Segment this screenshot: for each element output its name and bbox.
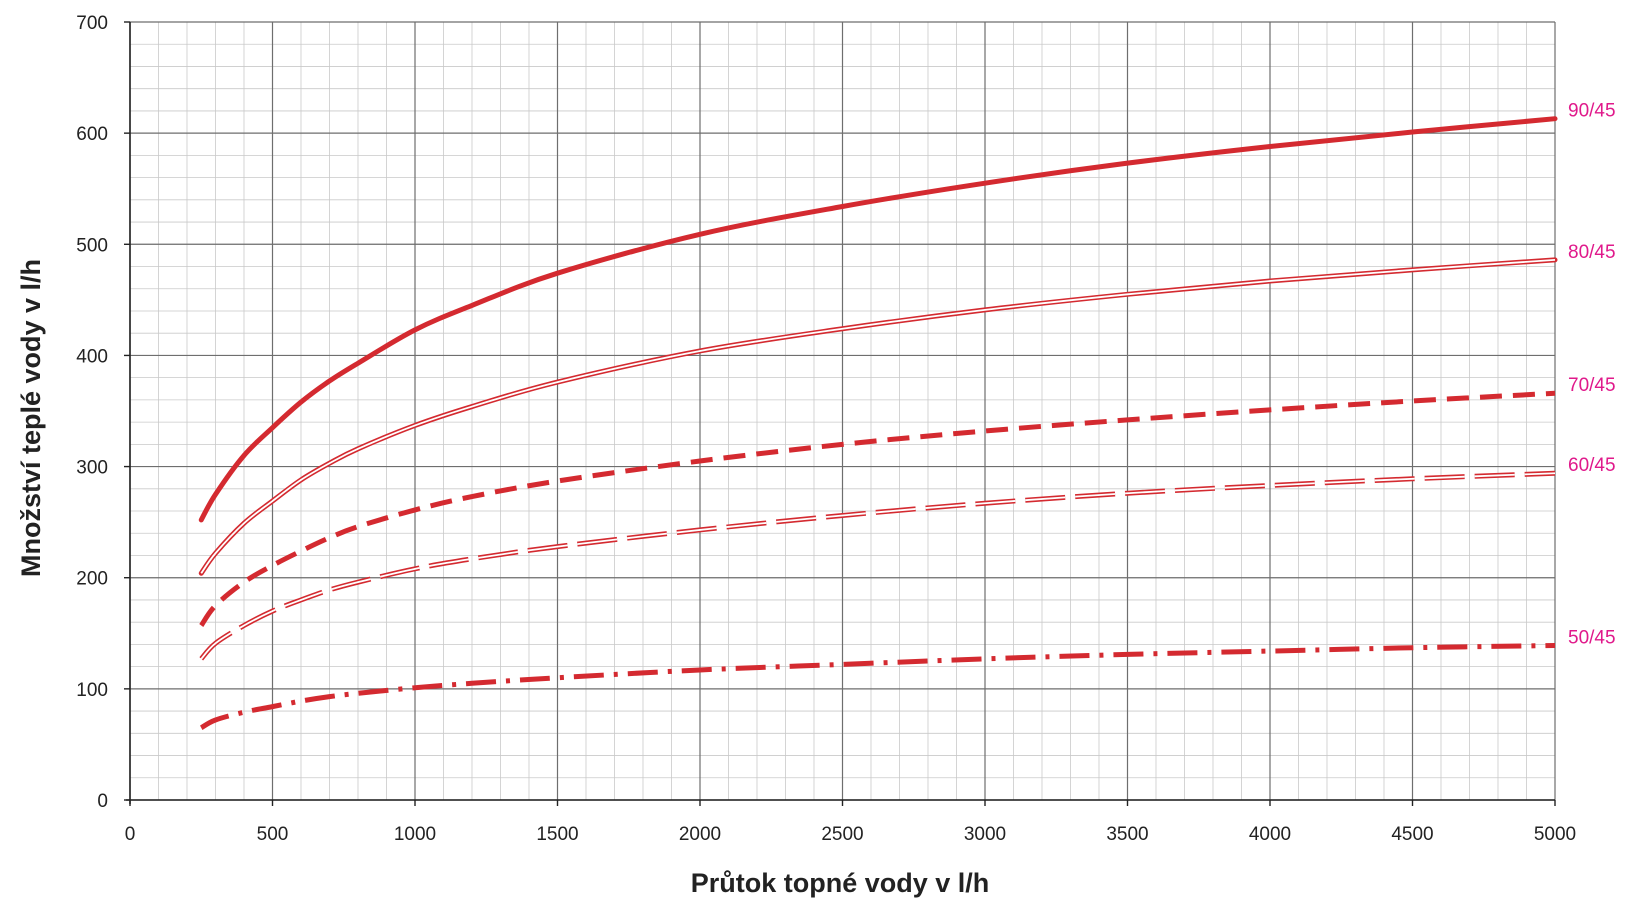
series-2-group bbox=[198, 257, 1558, 576]
x-axis-ticks: 0 500 1000 1500 2000 2500 3000 3500 4000 4500 5000 bbox=[125, 800, 1576, 845]
y-tick-label: 200 bbox=[76, 569, 108, 590]
series-line-inner bbox=[200, 258, 1556, 574]
y-tick-label: 100 bbox=[76, 680, 108, 701]
series-layer bbox=[198, 116, 1558, 730]
series-3-group bbox=[199, 390, 1556, 627]
y-tick-label: 700 bbox=[76, 13, 108, 34]
series-line-inner bbox=[200, 472, 1556, 660]
y-axis-ticks: 0 100 200 300 400 500 600 700 bbox=[76, 13, 130, 812]
x-tick-label: 3500 bbox=[1106, 824, 1148, 845]
y-axis-title: Množství teplé vody v l/h bbox=[16, 259, 46, 577]
x-tick-label: 1000 bbox=[394, 824, 436, 845]
series-label: 70/45 bbox=[1568, 375, 1616, 396]
x-tick-label: 4000 bbox=[1249, 824, 1291, 845]
series-line bbox=[198, 116, 1558, 523]
x-tick-label: 2500 bbox=[821, 824, 863, 845]
x-tick-label: 0 bbox=[125, 824, 136, 845]
x-tick-label: 4500 bbox=[1391, 824, 1433, 845]
series-line bbox=[198, 257, 1558, 576]
series-line bbox=[199, 390, 1556, 627]
x-tick-label: 5000 bbox=[1534, 824, 1576, 845]
y-tick-label: 0 bbox=[97, 791, 108, 812]
x-tick-label: 1500 bbox=[536, 824, 578, 845]
x-tick-label: 2000 bbox=[679, 824, 721, 845]
series-label: 50/45 bbox=[1568, 628, 1616, 649]
x-axis-title: Průtok topné vody v l/h bbox=[691, 868, 990, 898]
y-tick-label: 300 bbox=[76, 458, 108, 479]
series-1-group bbox=[198, 116, 1558, 523]
series-5-group bbox=[199, 643, 1556, 730]
series-label: 60/45 bbox=[1568, 455, 1616, 476]
y-tick-label: 600 bbox=[76, 124, 108, 145]
x-tick-label: 3000 bbox=[964, 824, 1006, 845]
x-tick-label: 500 bbox=[257, 824, 289, 845]
series-label: 90/45 bbox=[1568, 101, 1616, 122]
axes bbox=[126, 22, 1555, 804]
y-tick-label: 500 bbox=[76, 235, 108, 256]
series-labels: 90/45 80/45 70/45 60/45 50/45 bbox=[1568, 101, 1616, 649]
series-4-group bbox=[199, 470, 1556, 661]
series-line bbox=[199, 643, 1556, 730]
y-tick-label: 400 bbox=[76, 346, 108, 367]
series-line bbox=[199, 470, 1556, 661]
series-label: 80/45 bbox=[1568, 242, 1616, 263]
